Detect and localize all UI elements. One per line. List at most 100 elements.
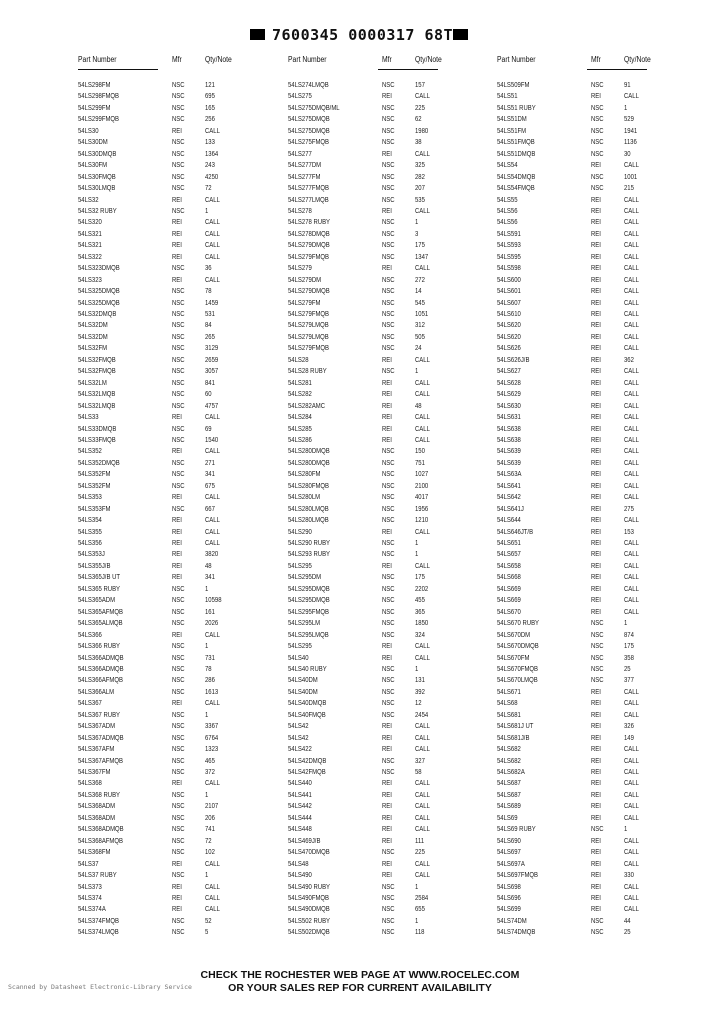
qty-note: 91 [624, 82, 631, 89]
qty-note: CALL [624, 345, 639, 353]
part-number: 54LS277 [288, 150, 312, 158]
qty-note: 330 [624, 872, 634, 880]
part-number: 54LS295FMQB [288, 608, 330, 616]
mfr: REI [382, 436, 392, 444]
part-number: 54LS595 [497, 253, 521, 261]
part-number: 54LS365ADM [78, 597, 116, 605]
mfr: REI [382, 780, 392, 788]
qty-note: 1 [415, 917, 419, 925]
mfr: NSC [172, 345, 185, 353]
mfr: NSC [382, 322, 395, 330]
qty-note: 874 [624, 631, 634, 639]
mfr: NSC [172, 734, 185, 742]
header-qty-note: Qty/Note [624, 55, 651, 64]
qty-note: CALL [205, 883, 220, 891]
qty-note: 133 [205, 139, 215, 147]
mfr: NSC [382, 311, 395, 318]
qty-note: 372 [205, 769, 215, 776]
qty-note: 282 [415, 173, 425, 181]
part-number: 54LS682 [497, 757, 521, 765]
mfr: REI [591, 162, 601, 170]
mfr: REI [172, 517, 182, 525]
mfr: REI [172, 127, 182, 135]
part-number: 54LS295LM [288, 620, 321, 628]
qty-note: 3820 [205, 551, 219, 559]
qty-note: 14 [415, 288, 422, 296]
mfr: NSC [591, 150, 604, 158]
mfr: REI [382, 723, 392, 731]
mfr: REI [172, 414, 182, 422]
part-number: 54LS30FM [78, 162, 108, 170]
mfr: NSC [172, 391, 185, 399]
part-number: 54LS32LMQB [78, 402, 116, 410]
part-number: 54LS651 [497, 540, 521, 547]
qty-note: 1364 [205, 150, 219, 158]
part-number: 54LS670 [497, 608, 521, 616]
qty-note: CALL [415, 562, 430, 570]
qty-note: 325 [415, 162, 425, 170]
qty-note: 207 [415, 185, 425, 193]
part-number: 54LS628 [497, 379, 521, 387]
mfr: NSC [172, 597, 185, 605]
part-number: 54LS353FM [78, 505, 111, 513]
mfr: NSC [382, 917, 395, 925]
part-number: 54LS365J/B UT [78, 574, 121, 582]
qty-note: 149 [624, 734, 634, 742]
qty-note: 1 [205, 585, 209, 593]
mfr: REI [382, 746, 392, 754]
part-number: 54LS670DM [497, 631, 531, 639]
mfr: REI [591, 814, 601, 822]
part-number: 54LS30FMQB [78, 173, 116, 181]
mfr: NSC [172, 116, 185, 124]
qty-note: 1 [624, 620, 628, 628]
qty-note: CALL [624, 551, 639, 559]
mfr: REI [591, 803, 601, 811]
mfr: NSC [382, 127, 395, 135]
mfr: REI [382, 528, 392, 536]
mfr: REI [172, 574, 182, 582]
mfr: NSC [591, 631, 604, 639]
part-number: 54LS277DM [288, 162, 322, 170]
qty-note: CALL [205, 700, 220, 708]
qty-note: CALL [624, 242, 639, 250]
qty-note: CALL [205, 894, 220, 902]
qty-note: CALL [415, 643, 430, 651]
mfr: NSC [382, 230, 395, 238]
mfr: REI [172, 551, 182, 559]
mfr: NSC [172, 643, 185, 651]
qty-note: CALL [205, 631, 220, 639]
part-number: 54LS441 [288, 791, 312, 799]
part-number: 54LS299FMQB [78, 116, 120, 124]
qty-note: CALL [624, 219, 639, 227]
mfr: REI [591, 471, 601, 479]
qty-note: 78 [205, 665, 212, 673]
header-mfr: Mfr [382, 55, 392, 64]
part-number: 54LS42FMQB [288, 769, 326, 776]
part-number: 54LS646JT/B [497, 528, 534, 536]
mfr: NSC [172, 311, 185, 318]
mfr: NSC [382, 585, 395, 593]
part-number: 54LS681J UT [497, 723, 534, 731]
mfr: REI [591, 528, 601, 536]
part-number: 54LS68 [497, 700, 518, 708]
mfr: REI [591, 345, 601, 353]
part-number: 54LS368FM [78, 849, 111, 857]
barcode-block-left [250, 29, 265, 40]
mfr: NSC [172, 139, 185, 147]
qty-note: 271 [205, 459, 215, 467]
mfr: NSC [172, 356, 185, 364]
part-number: 54LS277LMQB [288, 196, 329, 204]
part-number: 54LS367AFMQB [78, 757, 123, 765]
qty-note: 535 [415, 196, 425, 204]
mfr: NSC [172, 814, 185, 822]
qty-note: 1 [205, 207, 209, 215]
mfr: REI [172, 700, 182, 708]
part-number: 54LS63A [497, 471, 522, 479]
mfr: REI [591, 872, 601, 880]
mfr: NSC [591, 917, 604, 925]
part-number: 54LS280DMQB [288, 459, 330, 467]
mfr: REI [382, 837, 392, 845]
mfr: NSC [172, 104, 185, 112]
qty-note: 3367 [205, 723, 219, 731]
part-number: 54LS32 RUBY [78, 207, 117, 215]
